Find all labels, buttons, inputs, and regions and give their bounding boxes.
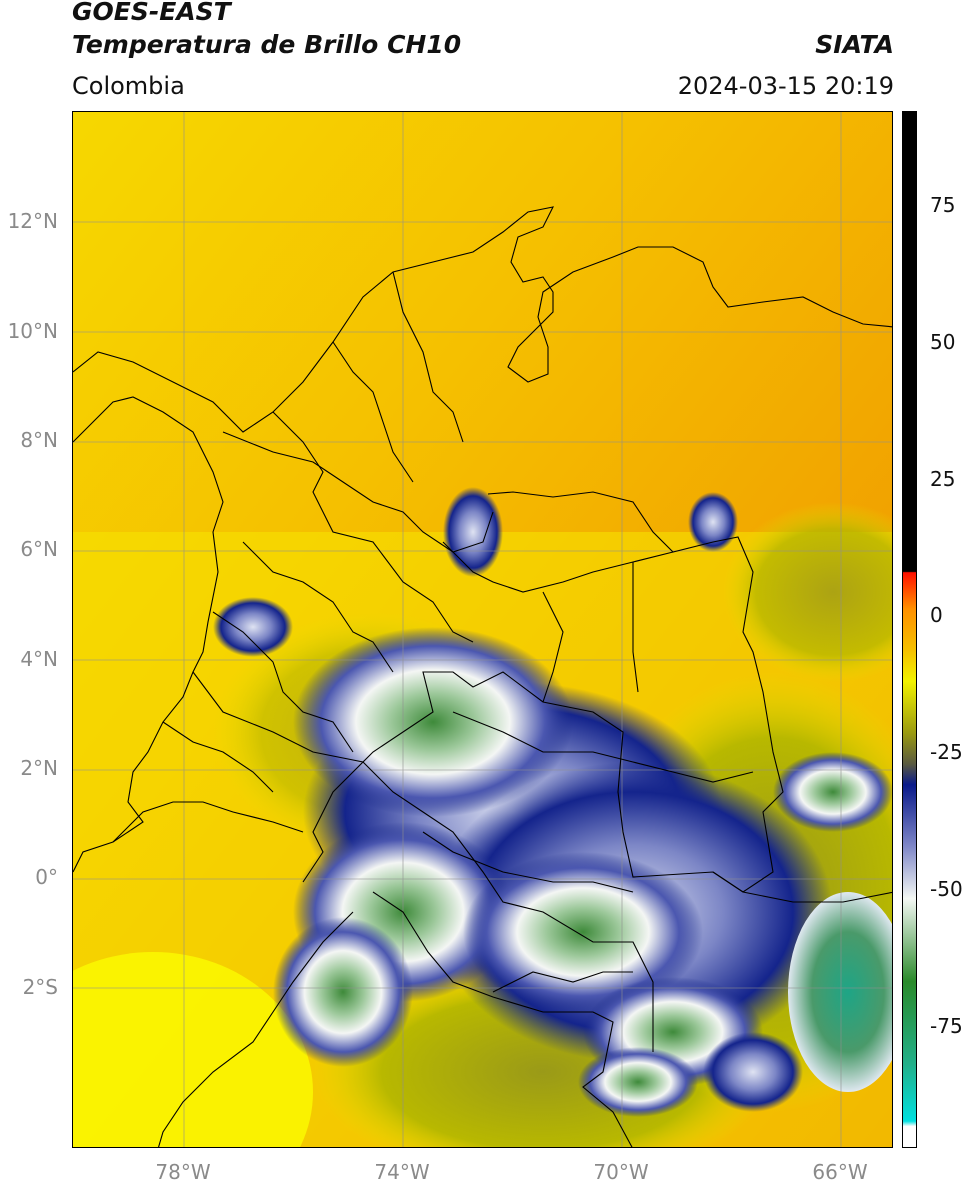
lat-label-2s: 2°S [22,975,58,999]
datetime-label: 2024-03-15 20:19 [677,72,894,100]
lon-label-78w: 78°W [155,1160,211,1184]
lat-label-0: 0° [35,865,58,889]
graticule [73,112,892,1147]
satellite-title: GOES-EAST [72,0,231,26]
cbar-label-minus25: -25 [930,740,963,764]
lon-label-70w: 70°W [593,1160,649,1184]
region-label: Colombia [72,72,185,100]
product-title: Temperatura de Brillo CH10 [72,30,462,59]
lat-label-6n: 6°N [20,537,58,561]
lat-label-10n: 10°N [7,319,58,343]
lon-label-74w: 74°W [374,1160,430,1184]
cbar-label-minus50: -50 [930,877,963,901]
lat-label-4n: 4°N [20,647,58,671]
lon-label-66w: 66°W [812,1160,868,1184]
cbar-label-50: 50 [930,330,956,354]
lat-label-2n: 2°N [20,756,58,780]
map-canvas [73,112,892,1147]
borders [73,206,892,1147]
cbar-label-minus75: -75 [930,1014,963,1038]
cbar-label-75: 75 [930,193,956,217]
lat-label-12n: 12°N [7,209,58,233]
colorbar [902,111,917,1148]
cbar-label-25: 25 [930,467,956,491]
map-panel[interactable] [72,111,893,1148]
lat-label-8n: 8°N [20,428,58,452]
agency-label: SIATA [815,30,894,59]
cbar-label-0: 0 [930,603,943,627]
